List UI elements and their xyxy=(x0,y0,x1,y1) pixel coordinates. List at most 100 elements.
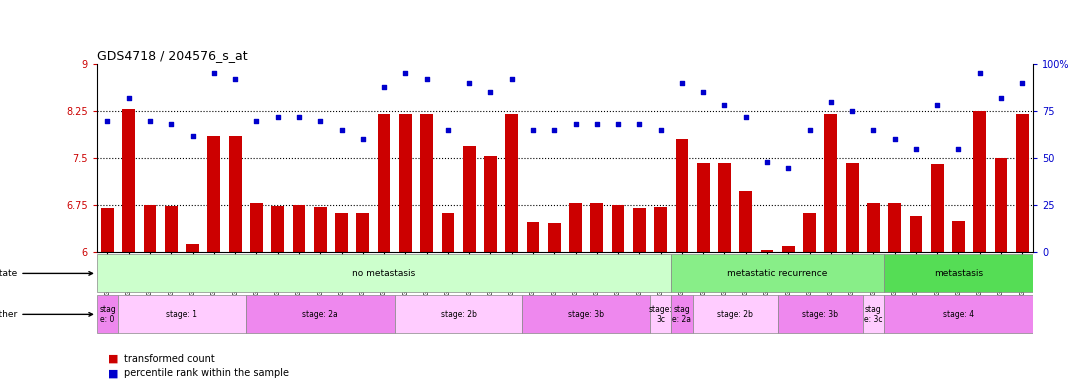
Point xyxy=(907,146,924,152)
Bar xyxy=(395,295,522,333)
Bar xyxy=(782,246,795,252)
Point xyxy=(780,164,797,170)
Bar xyxy=(484,156,497,252)
Bar xyxy=(378,114,391,252)
Bar xyxy=(889,203,901,252)
Point xyxy=(950,146,967,152)
Bar xyxy=(335,213,348,252)
Bar xyxy=(778,295,863,333)
Point xyxy=(652,127,669,133)
Text: stage: 2b: stage: 2b xyxy=(718,310,753,319)
Bar xyxy=(633,208,646,252)
Bar xyxy=(356,213,369,252)
Point xyxy=(992,95,1009,101)
Bar xyxy=(739,191,752,252)
Point xyxy=(291,114,308,120)
Point xyxy=(716,103,733,109)
Bar xyxy=(611,205,624,252)
Bar xyxy=(144,205,156,252)
Point xyxy=(312,118,329,124)
Bar xyxy=(671,255,884,292)
Bar xyxy=(441,213,454,252)
Bar xyxy=(399,114,412,252)
Point xyxy=(206,70,223,76)
Bar xyxy=(909,217,922,252)
Point xyxy=(184,132,201,139)
Point xyxy=(504,76,521,82)
Text: stage: 3b: stage: 3b xyxy=(568,310,605,319)
Text: transformed count: transformed count xyxy=(124,354,214,364)
Point xyxy=(631,121,648,127)
Bar xyxy=(548,223,561,252)
Bar xyxy=(718,163,731,252)
Text: stag
e: 2a: stag e: 2a xyxy=(672,305,692,324)
Point xyxy=(1014,80,1031,86)
Bar xyxy=(654,207,667,252)
Bar xyxy=(884,255,1033,292)
Point xyxy=(609,121,626,127)
Point xyxy=(439,127,456,133)
Bar xyxy=(569,203,582,252)
Point xyxy=(269,114,286,120)
Text: stage: 2b: stage: 2b xyxy=(440,310,477,319)
Bar xyxy=(101,208,114,252)
Point xyxy=(844,108,861,114)
Text: GDS4718 / 204576_s_at: GDS4718 / 204576_s_at xyxy=(97,48,247,61)
Bar xyxy=(522,295,650,333)
Bar xyxy=(697,162,709,252)
Point xyxy=(972,70,989,76)
Text: no metastasis: no metastasis xyxy=(353,269,415,278)
Point xyxy=(695,89,712,95)
Bar xyxy=(824,114,837,252)
Point xyxy=(524,127,541,133)
Bar xyxy=(994,158,1007,252)
Bar xyxy=(186,244,199,252)
Point xyxy=(397,70,414,76)
Text: ■: ■ xyxy=(108,368,122,378)
Bar xyxy=(97,295,118,333)
Point xyxy=(417,76,435,82)
Text: stage: 4: stage: 4 xyxy=(943,310,974,319)
Text: stage: 2a: stage: 2a xyxy=(302,310,338,319)
Point xyxy=(865,127,882,133)
Bar xyxy=(693,295,778,333)
Point xyxy=(822,99,839,105)
Bar xyxy=(293,205,306,252)
Point xyxy=(929,103,946,109)
Bar xyxy=(846,163,859,252)
Bar xyxy=(118,295,245,333)
Point xyxy=(546,127,563,133)
Text: stage: 1: stage: 1 xyxy=(167,310,197,319)
Point xyxy=(354,136,371,142)
Text: percentile rank within the sample: percentile rank within the sample xyxy=(124,368,288,378)
Bar xyxy=(761,250,774,252)
Bar xyxy=(250,203,263,252)
Bar xyxy=(165,207,178,252)
Bar xyxy=(591,203,604,252)
Point xyxy=(461,80,478,86)
Bar xyxy=(671,295,693,333)
Bar xyxy=(229,136,241,252)
Bar xyxy=(245,295,395,333)
Point xyxy=(589,121,606,127)
Point xyxy=(99,118,116,124)
Text: metastatic recurrence: metastatic recurrence xyxy=(727,269,827,278)
Point xyxy=(332,127,350,133)
Text: stage: 3b: stage: 3b xyxy=(803,310,838,319)
Bar xyxy=(676,139,689,252)
Text: ■: ■ xyxy=(108,354,122,364)
Bar xyxy=(463,146,476,252)
Bar xyxy=(526,222,539,252)
Point xyxy=(247,118,265,124)
Text: metastasis: metastasis xyxy=(934,269,983,278)
Bar xyxy=(863,295,884,333)
Bar xyxy=(1016,114,1029,252)
Bar xyxy=(208,136,221,252)
Text: disease state: disease state xyxy=(0,269,93,278)
Bar xyxy=(123,109,136,252)
Bar xyxy=(931,164,944,252)
Point xyxy=(141,118,158,124)
Bar xyxy=(884,295,1033,333)
Bar xyxy=(421,114,433,252)
Bar xyxy=(650,295,671,333)
